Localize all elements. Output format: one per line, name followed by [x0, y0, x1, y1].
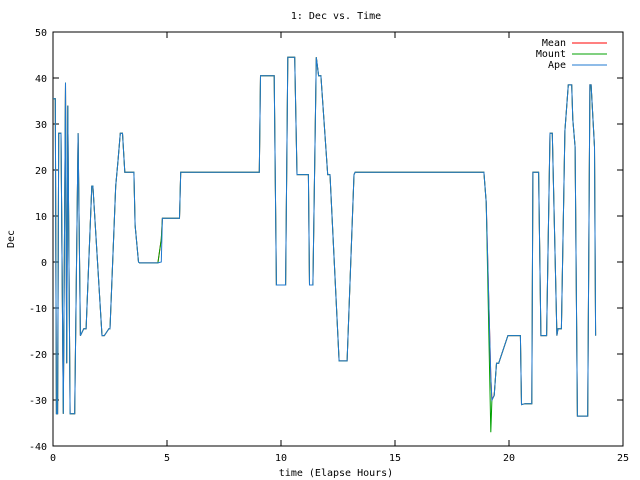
- x-tick-label: 20: [503, 453, 515, 464]
- axis-ticks: -40 -30 -20 -10 0 10 20 30 40 50 0 5 10 15 20 25: [29, 28, 629, 464]
- y-tick-label: 0: [41, 258, 47, 269]
- x-tick-label: 5: [164, 453, 170, 464]
- series-line-ape: [53, 56, 597, 417]
- y-tick-label: 30: [35, 120, 47, 131]
- x-tick-label: 15: [389, 453, 401, 464]
- y-tick-label: -30: [29, 396, 47, 407]
- chart-title: 1: Dec vs. Time: [291, 11, 381, 22]
- x-tick-label: 25: [617, 453, 629, 464]
- y-tick-label: 50: [35, 28, 47, 39]
- y-tick-label: -40: [29, 442, 47, 453]
- x-tick-label: 10: [275, 453, 287, 464]
- y-tick-label: 10: [35, 212, 47, 223]
- y-axis-label: Dec: [6, 230, 17, 248]
- y-tick-label: 40: [35, 74, 47, 85]
- legend-label-mount: Mount: [536, 49, 566, 60]
- y-tick-label: -20: [29, 350, 47, 361]
- y-tick-label: -10: [29, 304, 47, 315]
- legend-label-mean: Mean: [542, 38, 566, 49]
- series-layer: [53, 56, 597, 433]
- y-tick-label: 20: [35, 166, 47, 177]
- x-axis-label: time (Elapse Hours): [279, 468, 393, 479]
- x-tick-label: 0: [50, 453, 56, 464]
- legend-label-ape: Ape: [548, 60, 566, 71]
- plot-area-border: [52, 31, 624, 447]
